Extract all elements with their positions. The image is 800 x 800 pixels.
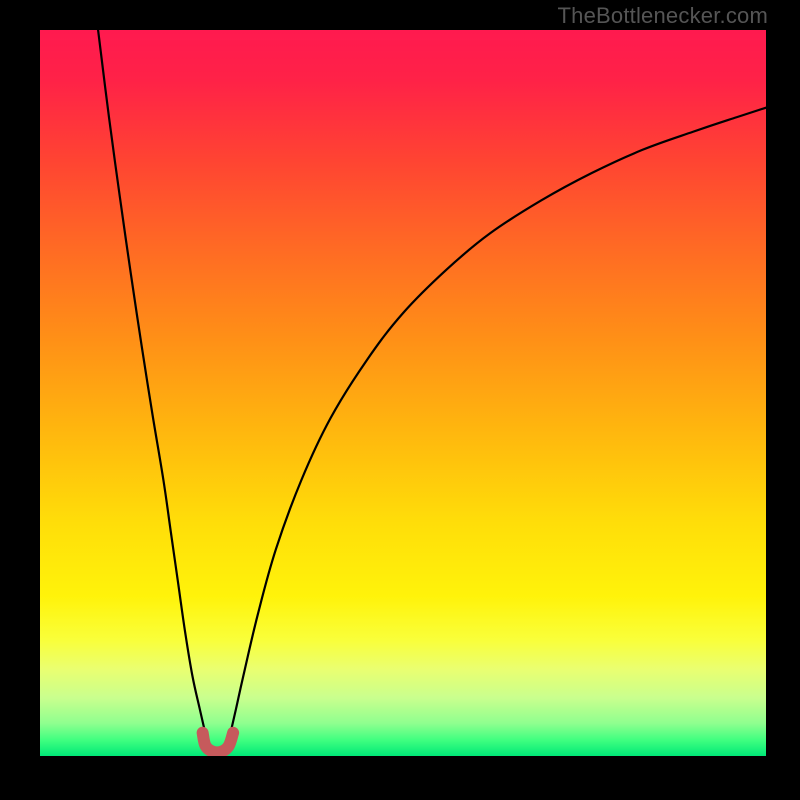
plot-area bbox=[40, 30, 766, 756]
plot-svg bbox=[40, 30, 766, 756]
watermark-text: TheBottlenecker.com bbox=[558, 3, 768, 29]
chart-frame: TheBottlenecker.com bbox=[0, 0, 800, 800]
